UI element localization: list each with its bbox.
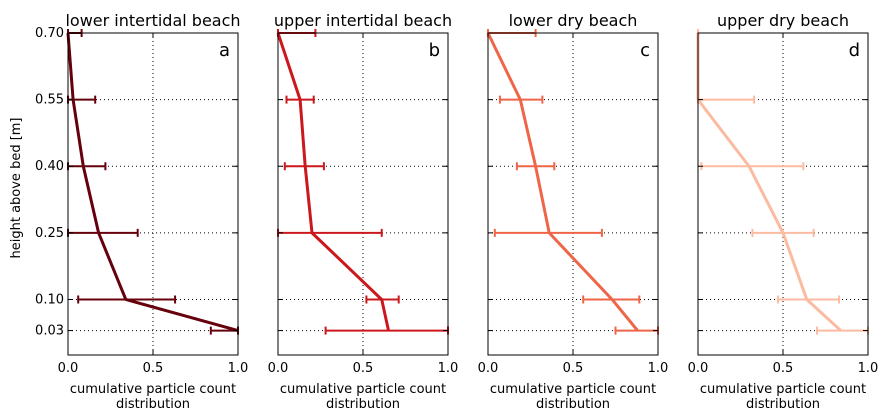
panel-title: lower intertidal beach — [65, 11, 240, 30]
x-tick-label: 0.0 — [268, 361, 289, 376]
y-tick-label: 0.40 — [35, 159, 64, 174]
y-tick-label: 0.70 — [35, 26, 64, 41]
panel-a: 0.0 0.5 1.0 0.70 0.55 0.40 0.25 0.10 0.03 lower i… — [35, 11, 248, 411]
panel-letter: a — [219, 40, 230, 61]
y-tick-label: 0.55 — [35, 93, 64, 108]
x-axis-label-line2: distribution — [746, 397, 820, 411]
series-line — [66, 32, 239, 333]
y-tick-label: 0.25 — [35, 226, 64, 241]
x-tick-label: 0.0 — [478, 361, 499, 376]
x-tick-label: 0.5 — [353, 361, 374, 376]
x-axis-label: cumulative particle count — [700, 382, 866, 397]
panel-b: 0.0 0.5 1.0 upper intertidal beach b cumulati… — [268, 11, 459, 411]
x-tick-label: 0.5 — [143, 361, 164, 376]
panel-letter: c — [640, 40, 650, 61]
panel-title: upper intertidal beach — [274, 11, 452, 30]
x-axis-label-line2: distribution — [536, 397, 610, 411]
y-tick-label: 0.10 — [35, 292, 64, 307]
panel-letter: b — [429, 40, 440, 61]
x-tick-label: 0.5 — [563, 361, 584, 376]
x-axis-label: cumulative particle count — [490, 382, 656, 397]
x-tick-label: 0.0 — [58, 361, 79, 376]
series-line — [696, 33, 842, 332]
panel-letter: d — [849, 40, 860, 61]
x-axis-label-line2: distribution — [326, 397, 400, 411]
x-tick-label: 1.0 — [858, 361, 879, 376]
x-tick-label: 1.0 — [228, 361, 249, 376]
x-axis-label: cumulative particle count — [70, 382, 236, 397]
x-axis-label: cumulative particle count — [280, 382, 446, 397]
y-axis-label: height above bed [m] — [9, 117, 24, 258]
y-tick-label: 0.03 — [35, 324, 64, 339]
series-line — [486, 32, 639, 332]
x-tick-label: 0.0 — [688, 361, 709, 376]
panel-title: lower dry beach — [509, 11, 638, 30]
x-axis-label-line2: distribution — [116, 397, 190, 411]
x-tick-label: 1.0 — [438, 361, 459, 376]
x-tick-label: 0.5 — [773, 361, 794, 376]
series-line — [276, 32, 390, 331]
panel-title: upper dry beach — [717, 11, 849, 30]
x-tick-label: 1.0 — [648, 361, 669, 376]
